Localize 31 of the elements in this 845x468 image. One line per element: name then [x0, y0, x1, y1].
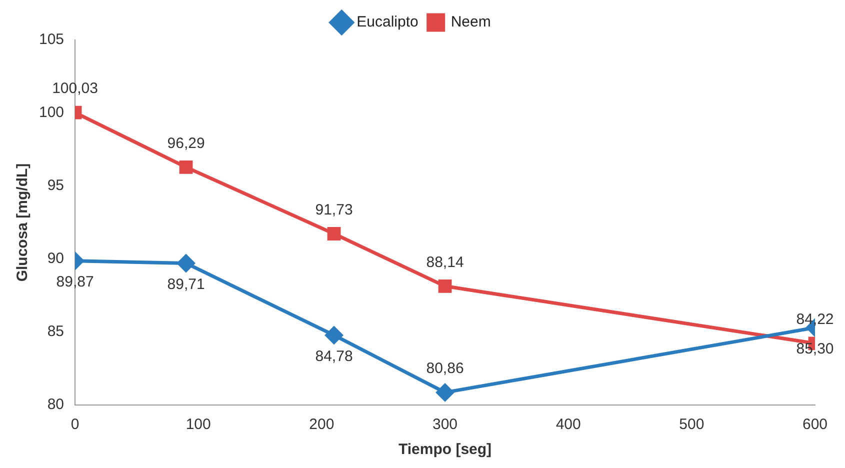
data-label: 84,22 [796, 311, 834, 328]
data-label: 96,29 [167, 134, 205, 152]
data-label: 91,73 [315, 201, 353, 218]
y-tick-label: 90 [47, 250, 64, 268]
point [325, 326, 343, 344]
x-tick-label: 0 [70, 416, 80, 434]
x-tick-label: 600 [802, 416, 828, 434]
legend-label: Neem [450, 14, 491, 31]
point [436, 384, 454, 402]
y-tick-label: 100 [38, 104, 64, 122]
legend-label: Eucalipto [356, 14, 418, 31]
x-tick-label: 300 [432, 416, 458, 434]
y-tick-label: 85 [47, 323, 64, 340]
data-label: 85,30 [796, 340, 834, 358]
x-tick-label: 400 [556, 416, 581, 434]
y-tick-label: 105 [38, 31, 64, 48]
y-tick-label: 80 [47, 396, 64, 414]
point [438, 279, 452, 293]
y-tick-label: 95 [47, 177, 64, 194]
data-label: 89,87 [56, 274, 94, 291]
data-label: 80,86 [426, 360, 464, 378]
x-tick-label: 200 [309, 416, 334, 434]
y-axis-title: Glucosa [mg/dL] [14, 163, 32, 282]
data-label: 84,78 [315, 348, 353, 365]
x-axis-title: Tiempo [seg] [398, 441, 492, 458]
data-label: 100,03 [52, 80, 98, 98]
x-tick-label: 500 [679, 416, 704, 434]
data-label: 88,14 [426, 254, 464, 271]
x-tick-label: 100 [186, 416, 211, 434]
data-label: 89,71 [167, 276, 205, 293]
point [327, 227, 341, 240]
